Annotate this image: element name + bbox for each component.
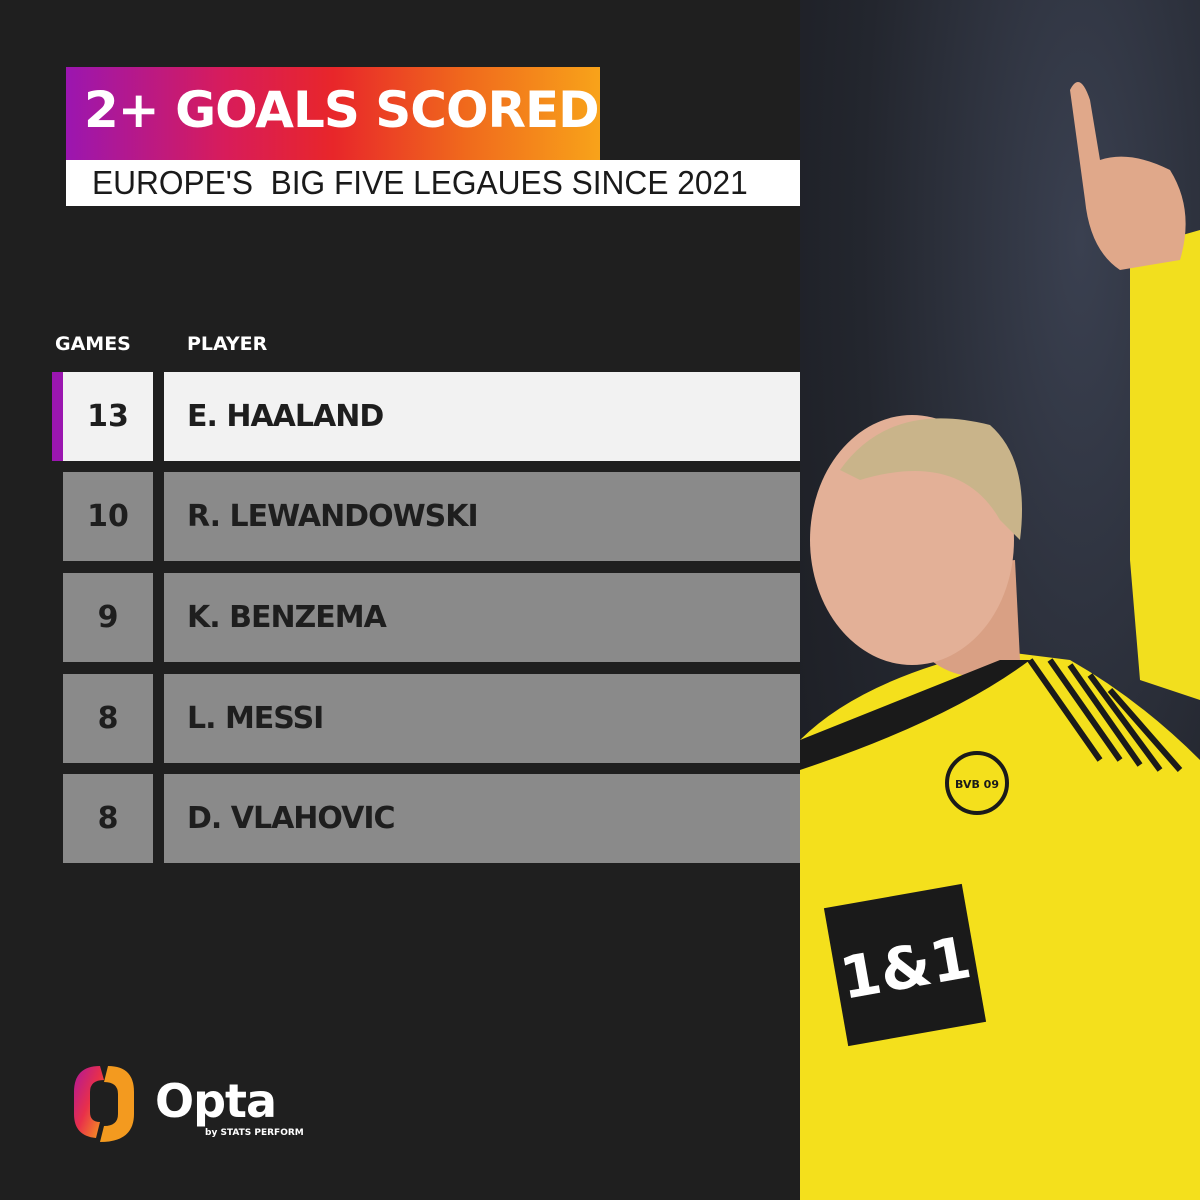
player-cell: E. HAALAND: [164, 372, 800, 461]
games-cell: 13: [63, 372, 153, 461]
highlight-accent: [52, 372, 63, 461]
table-row: 10 R. LEWANDOWSKI: [63, 472, 800, 561]
sponsor-logo: 1&1: [823, 883, 987, 1047]
subtitle-banner: [66, 160, 814, 206]
player-photo: BVB 09 1&1: [800, 0, 1200, 1200]
table-row: 9 K. BENZEMA: [63, 573, 800, 662]
table-row: 8 D. VLAHOVIC: [63, 774, 800, 863]
games-cell: 8: [63, 774, 153, 863]
table-row: 8 L. MESSI: [63, 674, 800, 763]
badge-text: BVB 09: [955, 778, 999, 791]
player-illustration: BVB 09 1&1: [800, 82, 1200, 1200]
games-cell: 10: [63, 472, 153, 561]
player-cell: K. BENZEMA: [164, 573, 800, 662]
header-player: PLAYER: [187, 333, 268, 355]
opta-logo-icon: [74, 1066, 134, 1142]
title-banner: [66, 67, 600, 160]
header-games: GAMES: [55, 333, 131, 355]
player-cell: L. MESSI: [164, 674, 800, 763]
games-cell: 8: [63, 674, 153, 763]
page-title: 2+ GOALS SCORED: [84, 81, 600, 139]
games-cell: 9: [63, 573, 153, 662]
table-row: 13 E. HAALAND: [52, 372, 800, 461]
bvb-badge-icon: [945, 751, 1009, 815]
player-cell: R. LEWANDOWSKI: [164, 472, 800, 561]
opta-logo-text: Opta: [155, 1074, 277, 1128]
opta-tagline: by STATS PERFORM: [205, 1128, 304, 1138]
page-subtitle: EUROPE'S BIG FIVE LEGAUES SINCE 2021: [92, 164, 748, 201]
player-cell: D. VLAHOVIC: [164, 774, 800, 863]
